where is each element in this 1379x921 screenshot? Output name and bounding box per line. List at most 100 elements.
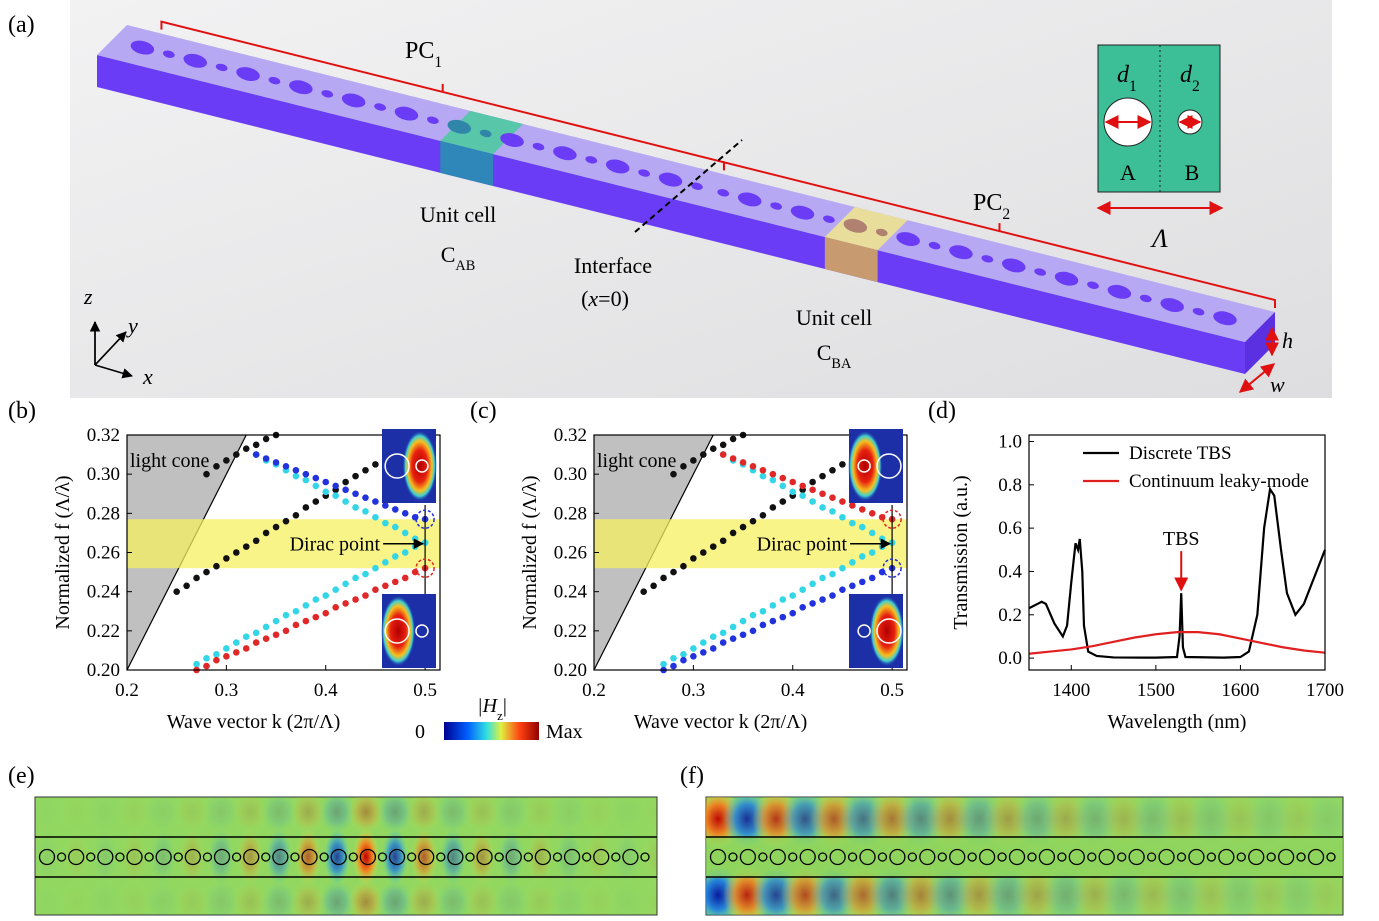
data-point [710,645,717,652]
y-tick-label: 0.30 [554,464,587,485]
data-point [740,459,747,466]
data-point [750,628,757,635]
data-point [322,479,329,486]
data-point [342,600,349,607]
data-point [263,635,270,642]
data-point [779,498,786,505]
data-point [809,581,816,588]
data-point [402,510,409,517]
data-point [332,586,339,593]
data-point [730,635,737,642]
data-point [710,445,717,452]
data-point [402,530,409,537]
data-point [700,639,707,646]
data-point [193,575,200,582]
data-point [303,618,310,625]
data-point [640,588,647,595]
colorbar [444,722,539,740]
panel-label: (a) [8,12,35,38]
data-point [670,569,677,576]
text-part: y [126,313,138,338]
field-lobe [403,430,438,501]
text-part: 2 [1192,78,1200,95]
inset-label: Λ [1149,224,1168,253]
data-point [869,530,876,537]
data-point [839,586,846,593]
x-tick-label: 0.4 [314,680,338,701]
data-point [799,604,806,611]
data-point [740,618,747,625]
legend-label: Discrete TBS [1129,443,1232,464]
data-point [263,530,270,537]
data-point [392,553,399,560]
data-point [233,649,240,656]
panel-label: (f) [680,763,704,789]
data-point [750,518,757,525]
data-point [789,610,796,617]
y-tick-label: 0.24 [87,582,121,603]
y-tick-label: 0.8 [998,475,1022,496]
data-point [402,575,409,582]
data-point [869,510,876,517]
text-part: C [441,242,456,267]
data-point [283,612,290,619]
data-point [690,555,697,562]
h-label: h [1282,328,1293,353]
text-part: C [817,340,832,365]
y-axis-label: Normalized f (Λ/λ) [52,475,74,629]
x-tick-label: 0.5 [880,680,904,701]
panel-label: (d) [928,398,956,424]
interface-label: (x=0) [581,286,629,311]
y-tick-label: 0.32 [87,425,120,446]
field-lobes [0,790,732,921]
data-point [362,494,369,501]
text-part: A [1120,160,1136,185]
w-label: w [1270,372,1285,397]
data-point [352,504,359,511]
text-part: PC [405,38,434,64]
x-tick-label: 1400 [1052,680,1090,701]
text-part: Unit cell [420,202,496,227]
x-axis-label: Wave vector k (2π/Λ) [167,711,340,733]
data-point [312,498,319,505]
field-lobe [5,829,31,885]
data-point [283,628,290,635]
field-lobe [0,790,36,834]
unit-cell-label: Unit cell [796,305,872,330]
y-tick-label: 1.0 [998,431,1022,452]
data-point [849,559,856,566]
data-point [770,471,777,478]
y-tick-label: 0.20 [554,660,587,681]
unit-cell-label: Unit cell [420,202,496,227]
data-point [779,596,786,603]
text-part: B [1185,160,1200,185]
annotation: Dirac point [757,534,848,556]
data-point [312,614,319,621]
panel-label: (c) [470,398,497,424]
text-part: Unit cell [796,305,872,330]
data-point [303,602,310,609]
text-part: x [587,286,598,311]
data-point [819,473,826,480]
data-point [720,441,727,448]
data-point [849,582,856,589]
data-point [710,543,717,550]
data-point [720,639,727,646]
data-point [839,565,846,572]
x-axis-label: Wave vector k (2π/Λ) [634,711,807,733]
data-point [829,508,836,515]
data-point [750,612,757,619]
field-lobe [381,595,416,666]
text-part: w [1270,372,1285,397]
data-point [799,586,806,593]
data-point [303,471,310,478]
legend-label: Continuum leaky-mode [1129,471,1309,492]
text-part: 0 [415,721,425,743]
interface-label: Interface [574,253,652,278]
data-point [342,581,349,588]
data-point [730,455,737,462]
data-point [372,514,379,521]
data-point [263,624,270,631]
data-point [402,549,409,556]
data-point [352,473,359,480]
